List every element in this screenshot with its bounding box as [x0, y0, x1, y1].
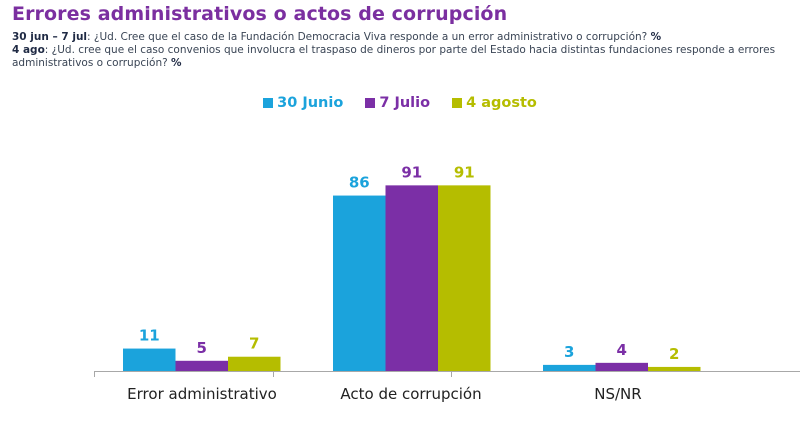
question-2-date: 4 ago [12, 44, 45, 56]
category-label: Acto de corrupción [340, 385, 481, 403]
data-label: 11 [139, 327, 160, 345]
category-label: Error administrativo [127, 385, 277, 403]
legend-item-7-julio: 7 Julio [365, 95, 430, 111]
chart-legend: 30 Junio 7 Julio 4 agosto [0, 95, 800, 111]
bar-30-junio [123, 348, 176, 371]
bar-4-agosto [438, 185, 491, 371]
data-label: 3 [564, 343, 574, 361]
question-1-date: 30 jun – 7 jul [12, 31, 88, 43]
legend-item-30-junio: 30 Junio [263, 95, 343, 111]
bar-4-agosto [228, 356, 281, 371]
category-label: NS/NR [594, 385, 641, 403]
bar-7-julio [595, 362, 648, 371]
data-label: 2 [669, 345, 679, 363]
data-label: 86 [349, 174, 370, 192]
legend-swatch [365, 98, 376, 108]
question-2-unit: % [171, 57, 182, 69]
legend-label: 7 Julio [379, 95, 431, 111]
data-label: 7 [249, 335, 259, 353]
bar-7-julio [175, 360, 228, 371]
question-2-text: : ¿Ud. cree que el caso convenios que in… [12, 44, 776, 69]
data-label: 5 [197, 339, 207, 357]
data-label: 91 [454, 163, 475, 181]
question-1-text: : ¿Ud. Cree que el caso de la Fundación … [87, 31, 651, 43]
legend-swatch [452, 98, 463, 108]
bar-7-julio [385, 185, 438, 371]
question-2: 4 ago: ¿Ud. cree que el caso convenios q… [12, 44, 797, 70]
bar-4-agosto [648, 366, 701, 371]
question-1: 30 jun – 7 jul: ¿Ud. Cree que el caso de… [12, 31, 797, 44]
data-label: 91 [401, 163, 422, 181]
legend-label: 30 Junio [277, 95, 344, 111]
data-label: 4 [617, 341, 627, 359]
legend-label: 4 agosto [466, 95, 537, 111]
legend-swatch [263, 98, 274, 108]
bar-30-junio [543, 364, 596, 371]
legend-item-4-agosto: 4 agosto [452, 95, 537, 111]
question-1-unit: % [650, 31, 662, 43]
chart-title: Errores administrativos o actos de corru… [12, 3, 508, 25]
chart-subtitle: 30 jun – 7 jul: ¿Ud. Cree que el caso de… [12, 31, 797, 70]
bar-30-junio [333, 195, 386, 371]
